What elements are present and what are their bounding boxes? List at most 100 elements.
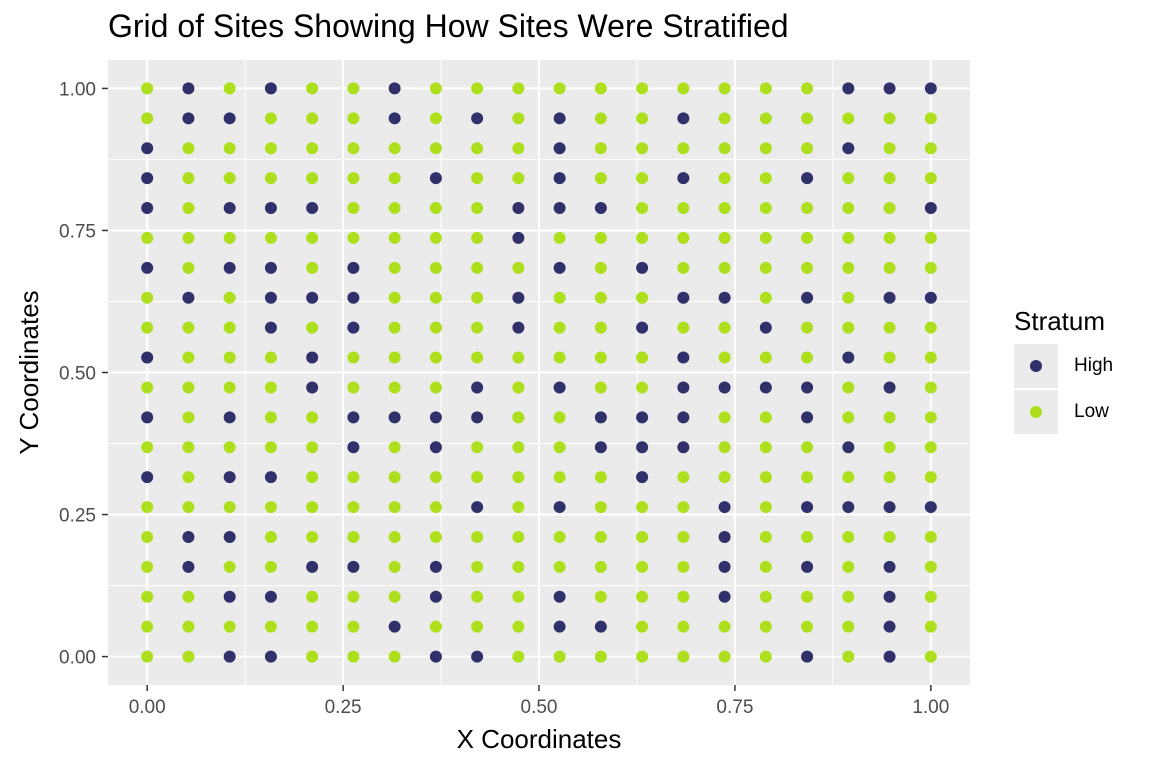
- data-point-low: [471, 172, 484, 185]
- data-point-high: [718, 590, 731, 603]
- y-tick-label: 0.50: [59, 364, 96, 385]
- data-point-low: [553, 291, 566, 304]
- data-point-high: [883, 381, 896, 394]
- data-point-high: [677, 411, 690, 424]
- legend-title: Stratum: [1014, 306, 1106, 336]
- data-point-low: [759, 261, 772, 274]
- data-point-low: [347, 351, 360, 364]
- data-point-high: [223, 261, 236, 274]
- data-point-low: [223, 351, 236, 364]
- data-point-low: [306, 231, 319, 244]
- data-point-low: [842, 381, 855, 394]
- data-point-low: [347, 471, 360, 484]
- data-point-high: [594, 441, 607, 454]
- data-point-low: [718, 172, 731, 185]
- data-point-high: [306, 202, 319, 215]
- data-point-high: [924, 291, 937, 304]
- data-point-high: [718, 560, 731, 573]
- data-point-low: [223, 291, 236, 304]
- data-point-low: [553, 471, 566, 484]
- data-point-low: [223, 441, 236, 454]
- data-point-low: [306, 530, 319, 543]
- data-point-low: [801, 82, 814, 95]
- data-point-low: [718, 202, 731, 215]
- data-point-low: [388, 501, 401, 514]
- data-point-low: [388, 321, 401, 334]
- data-point-low: [677, 261, 690, 274]
- x-axis: 0.00 0.25 0.50 0.75 1.00: [129, 685, 949, 718]
- data-point-high: [677, 291, 690, 304]
- data-point-low: [842, 291, 855, 304]
- data-point-high: [801, 411, 814, 424]
- data-point-high: [718, 381, 731, 394]
- data-point-high: [223, 471, 236, 484]
- data-point-low: [264, 501, 277, 514]
- data-point-low: [553, 231, 566, 244]
- data-point-low: [182, 142, 195, 155]
- data-point-low: [677, 560, 690, 573]
- data-point-high: [347, 291, 360, 304]
- data-point-low: [182, 441, 195, 454]
- data-point-high: [883, 501, 896, 514]
- data-point-low: [223, 172, 236, 185]
- data-point-low: [636, 112, 649, 125]
- data-point-low: [512, 112, 525, 125]
- data-point-low: [182, 411, 195, 424]
- data-point-low: [883, 321, 896, 334]
- data-point-high: [223, 650, 236, 663]
- data-point-low: [141, 441, 154, 454]
- data-point-low: [264, 172, 277, 185]
- data-point-low: [924, 351, 937, 364]
- data-point-high: [636, 321, 649, 334]
- data-point-low: [759, 560, 772, 573]
- data-point-low: [924, 172, 937, 185]
- data-point-low: [388, 172, 401, 185]
- data-point-high: [347, 441, 360, 454]
- data-point-low: [677, 650, 690, 663]
- data-point-high: [471, 650, 484, 663]
- data-point-low: [842, 202, 855, 215]
- data-point-low: [264, 441, 277, 454]
- data-point-low: [801, 620, 814, 633]
- legend-key-low: [1014, 390, 1058, 434]
- data-point-high: [264, 261, 277, 274]
- data-point-low: [223, 82, 236, 95]
- data-point-low: [883, 231, 896, 244]
- data-point-low: [141, 112, 154, 125]
- data-point-low: [759, 112, 772, 125]
- data-point-high: [924, 82, 937, 95]
- data-point-high: [306, 381, 319, 394]
- data-point-high: [883, 291, 896, 304]
- data-point-low: [759, 142, 772, 155]
- data-point-high: [718, 530, 731, 543]
- data-point-high: [182, 560, 195, 573]
- data-point-low: [759, 351, 772, 364]
- data-point-high: [594, 411, 607, 424]
- data-point-low: [594, 261, 607, 274]
- data-point-high: [471, 501, 484, 514]
- data-point-high: [842, 501, 855, 514]
- data-point-high: [182, 112, 195, 125]
- data-point-low: [883, 351, 896, 364]
- legend-key-high: [1014, 344, 1058, 388]
- data-point-low: [429, 530, 442, 543]
- data-point-low: [471, 471, 484, 484]
- data-point-low: [429, 321, 442, 334]
- data-point-high: [141, 202, 154, 215]
- data-point-low: [223, 142, 236, 155]
- data-point-low: [347, 650, 360, 663]
- data-point-low: [677, 321, 690, 334]
- data-point-low: [677, 142, 690, 155]
- data-point-low: [636, 351, 649, 364]
- data-point-low: [306, 620, 319, 633]
- data-point-high: [553, 590, 566, 603]
- data-point-low: [842, 471, 855, 484]
- data-point-low: [512, 142, 525, 155]
- data-point-low: [801, 112, 814, 125]
- data-point-low: [553, 82, 566, 95]
- data-point-low: [264, 381, 277, 394]
- data-point-high: [636, 411, 649, 424]
- data-point-low: [388, 261, 401, 274]
- data-point-low: [264, 620, 277, 633]
- data-point-low: [924, 142, 937, 155]
